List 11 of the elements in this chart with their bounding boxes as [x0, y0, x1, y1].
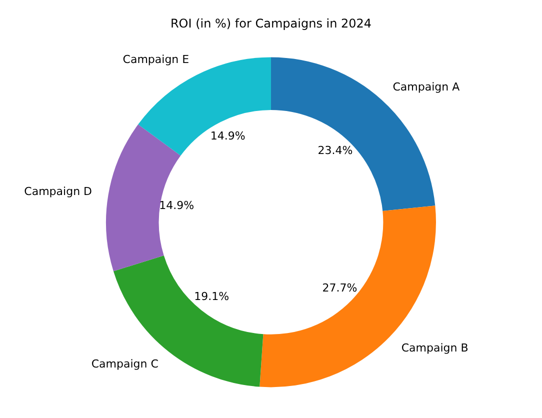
chart-title: ROI (in %) for Campaigns in 2024: [170, 16, 372, 30]
slice-label: Campaign A: [392, 80, 460, 94]
slice-label: Campaign B: [401, 341, 468, 354]
slice-label: Campaign D: [24, 184, 92, 198]
slice-label: Campaign E: [122, 53, 190, 66]
data-label: 14.9%: [210, 130, 246, 143]
data-label: 27.7%: [322, 282, 358, 295]
data-label: 19.1%: [194, 290, 230, 304]
slice-label: Campaign C: [91, 357, 159, 370]
data-label: 14.9%: [159, 199, 194, 212]
data-label: 23.4%: [318, 144, 353, 158]
